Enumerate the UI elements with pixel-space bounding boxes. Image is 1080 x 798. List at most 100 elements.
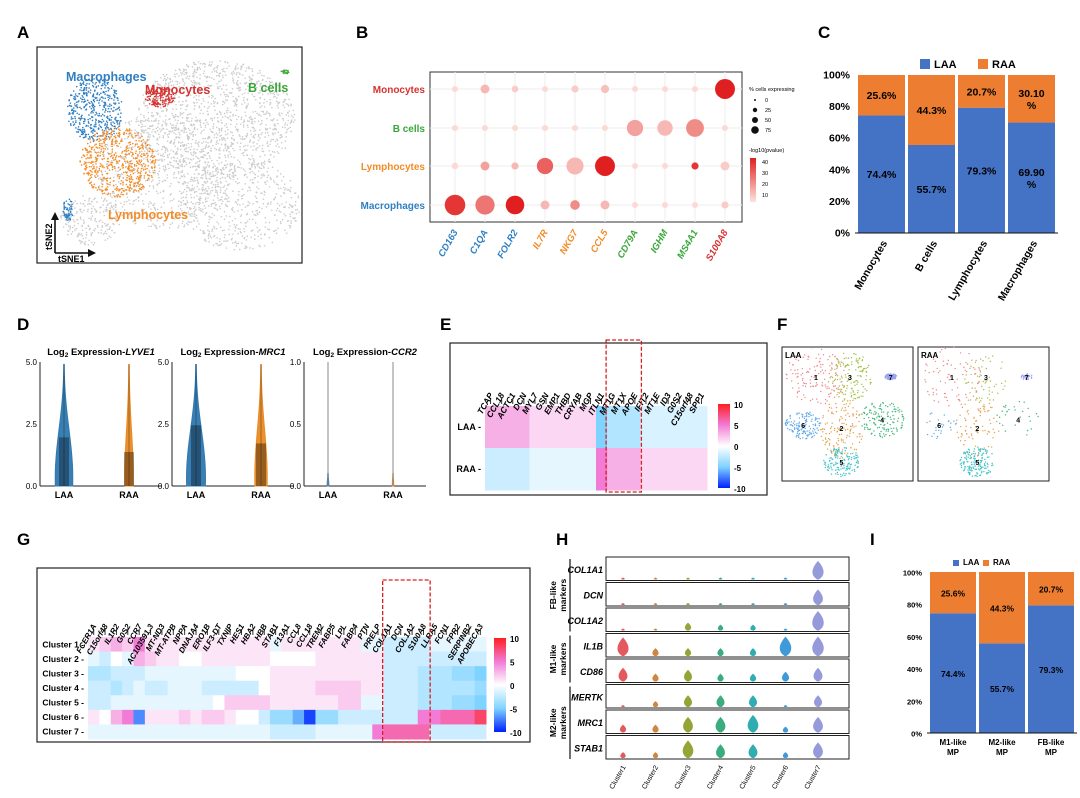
other-cell (259, 245, 261, 248)
macrophage-cell (70, 207, 73, 210)
other-cell (180, 107, 182, 110)
lymphocyte-cell (100, 150, 102, 153)
lymphocyte-cell (129, 160, 131, 163)
other-cell (109, 195, 112, 197)
other-cell (226, 200, 229, 203)
macrophage-cell (75, 127, 77, 129)
other-cell (160, 76, 162, 79)
other-cell (264, 113, 267, 115)
other-cell (148, 203, 150, 205)
cell-point (804, 419, 807, 422)
other-cell (195, 214, 198, 217)
other-cell (182, 111, 185, 114)
other-cell (177, 119, 179, 122)
cell-point (846, 468, 848, 471)
other-cell (200, 209, 202, 212)
macrophage-cell (89, 102, 91, 105)
other-cell (209, 235, 212, 238)
other-cell (166, 122, 168, 125)
cell-point (831, 462, 833, 464)
other-cell (156, 83, 159, 85)
other-cell (184, 175, 186, 178)
other-cell (273, 124, 276, 127)
cell-point (825, 438, 827, 440)
y-tick-label: 80% (829, 101, 851, 113)
other-cell (211, 186, 214, 189)
cell-point (893, 433, 895, 435)
other-cell (154, 172, 156, 174)
cell-point (785, 424, 788, 426)
macrophage-cell (66, 213, 68, 215)
cell-point (799, 437, 801, 440)
macrophage-cell (98, 93, 101, 96)
cell-point (821, 431, 824, 433)
other-cell (260, 174, 263, 176)
other-cell (177, 91, 180, 93)
bcell-cell (287, 71, 289, 73)
cell-point (822, 354, 825, 356)
other-cell (152, 187, 155, 189)
other-cell (216, 197, 219, 199)
bcell-cell (285, 69, 287, 72)
other-cell (257, 120, 260, 122)
other-cell (259, 89, 261, 92)
other-cell (232, 80, 234, 82)
lymphocyte-cell (111, 168, 114, 171)
other-cell (182, 80, 184, 83)
cell-point (846, 456, 848, 458)
other-cell (291, 206, 294, 208)
cell-point (831, 458, 833, 460)
macrophage-cell (92, 132, 94, 134)
lymphocyte-cell (149, 148, 152, 150)
other-cell (290, 103, 292, 106)
other-cell (200, 126, 202, 128)
other-cell (222, 167, 224, 170)
other-cell (177, 167, 180, 169)
other-cell (181, 116, 184, 119)
lymphocyte-cell (80, 164, 83, 166)
cell-point (901, 425, 903, 427)
macrophage-cell (106, 121, 109, 124)
other-cell (185, 157, 187, 159)
cell-point (811, 347, 814, 349)
cell-point (828, 406, 831, 409)
macrophage-cell (91, 116, 94, 118)
other-cell (201, 169, 204, 172)
cell-point (841, 449, 844, 451)
other-cell (130, 164, 133, 166)
other-cell (281, 135, 283, 138)
cell-point (806, 415, 808, 418)
other-cell (146, 104, 149, 107)
other-cell (192, 202, 194, 205)
macrophage-cell (117, 113, 120, 115)
other-cell (206, 181, 209, 183)
other-cell (140, 113, 142, 116)
other-cell (162, 110, 164, 112)
other-cell (289, 179, 292, 182)
other-cell (104, 170, 107, 173)
other-cell (216, 208, 219, 211)
cell-point (796, 392, 799, 394)
other-cell (150, 202, 152, 204)
cell-point (791, 424, 793, 427)
monocyte-cell (162, 105, 165, 108)
monocyte-cell (170, 94, 173, 96)
bar-laa (958, 107, 1005, 233)
other-cell (151, 115, 153, 118)
other-cell (181, 154, 184, 157)
other-cell (148, 143, 151, 146)
cell-point (801, 428, 803, 430)
other-cell (187, 142, 189, 145)
other-cell (186, 75, 189, 78)
other-cell (111, 192, 114, 194)
lymphocyte-cell (125, 193, 128, 195)
other-cell (232, 190, 234, 192)
lymphocyte-cell (95, 152, 98, 154)
cell-point (836, 431, 838, 433)
other-cell (206, 170, 209, 172)
other-cell (162, 190, 165, 193)
lymphocyte-cell (103, 177, 105, 180)
macrophage-cell (106, 123, 108, 126)
cell-point (835, 373, 838, 376)
other-cell (222, 173, 225, 176)
